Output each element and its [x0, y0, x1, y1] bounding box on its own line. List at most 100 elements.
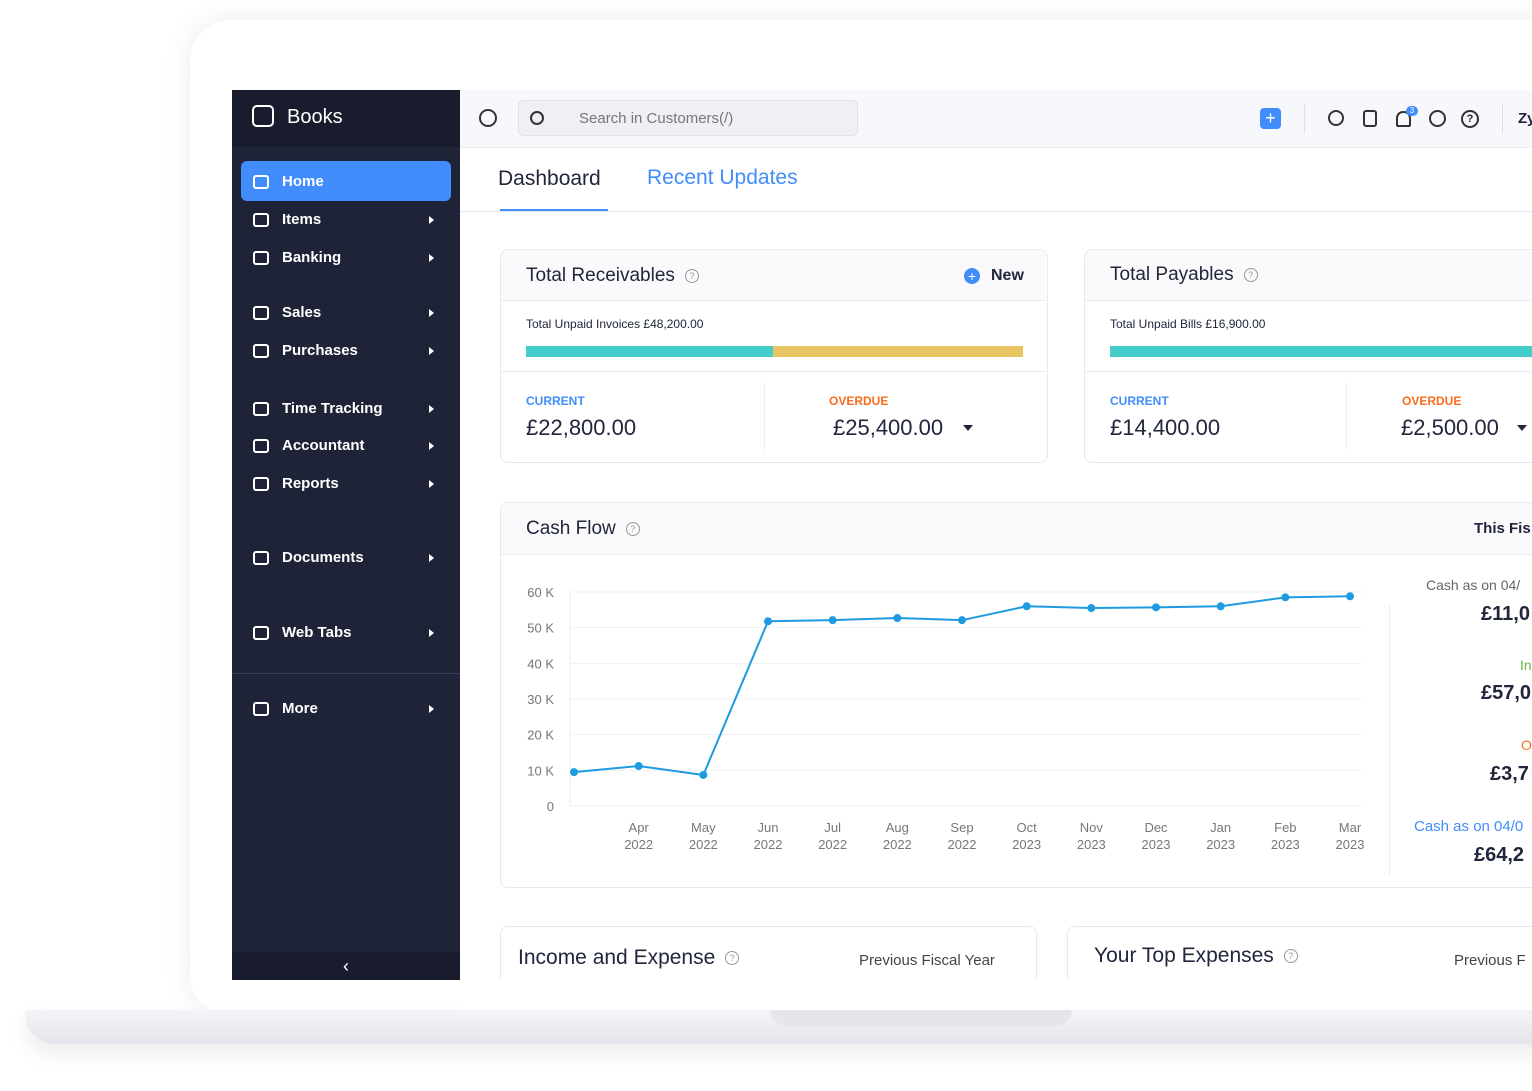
nav-active[interactable]: [241, 161, 451, 201]
current-label: CURRENT: [1110, 394, 1169, 408]
overdue-amount[interactable]: £25,400.00: [833, 415, 944, 440]
current-amount: £14,400.00: [1110, 415, 1221, 440]
help-icon[interactable]: ?: [625, 521, 640, 536]
title-text: Cash Flow: [526, 518, 616, 539]
nav-item[interactable]: Reports: [282, 475, 339, 492]
nav-icon: [253, 551, 269, 565]
period-selector[interactable]: This Fis: [1474, 520, 1531, 537]
title-text: Total Payables: [1110, 264, 1234, 285]
screen-bottom-mask: [460, 980, 1532, 1010]
new-icon[interactable]: +: [964, 268, 980, 284]
nav-caret[interactable]: [429, 254, 434, 262]
dropdown-caret[interactable]: [963, 425, 973, 431]
nav-icon: [253, 213, 269, 227]
incoming-amount: £57,0: [1481, 682, 1532, 704]
tab-active[interactable]: Dashboard: [498, 167, 601, 190]
opening-label: Cash as on 04/: [1426, 577, 1521, 593]
nav-icon: [253, 439, 269, 453]
outgoing-amount: £3,7: [1490, 763, 1529, 785]
nav-icon: [253, 402, 269, 416]
card-title: Total Payables?: [1110, 264, 1258, 286]
summary-divider: [1389, 605, 1390, 875]
help-icon[interactable]: ?: [725, 951, 740, 966]
icon-users[interactable]: [1328, 110, 1344, 126]
card-header-bg: [501, 250, 1046, 301]
icon-settings[interactable]: [1429, 110, 1446, 127]
incoming-label: In: [1520, 657, 1532, 673]
nav-icon: [253, 626, 269, 640]
search-box[interactable]: [518, 100, 858, 136]
search-icon: [530, 111, 544, 125]
divider: [501, 371, 1046, 372]
nav-caret[interactable]: [429, 309, 434, 317]
nav-icon: [253, 477, 269, 491]
tab[interactable]: Recent Updates: [647, 166, 798, 189]
topbar-divider: [1304, 104, 1305, 134]
summary: Total Unpaid Invoices £48,200.00: [526, 317, 704, 331]
closing-amount: £64,2: [1474, 844, 1525, 866]
nav-item[interactable]: Items: [282, 211, 322, 228]
notification-badge: 3: [1406, 106, 1418, 116]
history-icon[interactable]: [479, 109, 497, 127]
nav-item[interactable]: Banking: [282, 249, 342, 266]
current-label: CURRENT: [526, 394, 585, 408]
card-header-bg: [1085, 250, 1532, 301]
bar-current: [526, 346, 773, 357]
nav-item[interactable]: Home: [282, 173, 324, 190]
new-button[interactable]: New: [991, 267, 1024, 284]
nav-caret[interactable]: [429, 442, 434, 450]
nav-caret[interactable]: [429, 705, 434, 713]
bar-current: [1110, 346, 1532, 357]
nav-caret[interactable]: [429, 216, 434, 224]
card-title: Cash Flow?: [526, 518, 640, 540]
nav-item[interactable]: Time Tracking: [282, 400, 383, 417]
laptop-notch: [770, 1010, 1072, 1026]
icon-help[interactable]: ?: [1461, 110, 1479, 128]
overdue-amount[interactable]: £2,500.00: [1401, 415, 1499, 440]
card-title: Your Top Expenses?: [1094, 944, 1298, 968]
nav-icon: [253, 251, 269, 265]
dropdown-caret[interactable]: [1517, 425, 1527, 431]
summary: Total Unpaid Bills £16,900.00: [1110, 317, 1266, 331]
period-selector[interactable]: Previous Fiscal Year: [859, 952, 995, 969]
title-text: Total Receivables: [526, 265, 675, 286]
nav-item[interactable]: Accountant: [282, 437, 365, 454]
search-placeholder[interactable]: Search in Customers(/): [579, 110, 734, 127]
help-icon[interactable]: ?: [1283, 949, 1298, 964]
divider: [1085, 371, 1532, 372]
title-text: Income and Expense: [518, 946, 716, 969]
nav-caret[interactable]: [429, 554, 434, 562]
closing-label: Cash as on 04/0: [1414, 818, 1524, 835]
opening-amount: £11,0: [1481, 603, 1530, 625]
overdue-label: OVERDUE: [829, 394, 889, 408]
nav-caret[interactable]: [429, 347, 434, 355]
quick-create[interactable]: +: [1260, 108, 1281, 129]
card-header-bg: [501, 503, 1532, 555]
help-icon[interactable]: ?: [684, 268, 699, 283]
period-selector[interactable]: Previous F: [1454, 952, 1526, 969]
help-icon[interactable]: ?: [1243, 267, 1258, 282]
nav-item[interactable]: More: [282, 700, 318, 717]
card-title: Total Receivables?: [526, 265, 699, 287]
nav-item[interactable]: Documents: [282, 549, 364, 566]
icon-tasks[interactable]: [1363, 110, 1377, 127]
nav-item[interactable]: Web Tabs: [282, 624, 352, 641]
nav-caret[interactable]: [429, 629, 434, 637]
nav-icon: [253, 306, 269, 320]
nav-item[interactable]: Purchases: [282, 342, 358, 359]
cashflow-card: [500, 502, 1532, 888]
collapse-bar[interactable]: ‹: [232, 952, 460, 980]
nav-caret[interactable]: [429, 480, 434, 488]
user-name[interactable]: Zy: [1518, 110, 1532, 127]
nav-caret[interactable]: [429, 405, 434, 413]
topbar-divider: [1502, 104, 1503, 134]
card-title: Income and Expense?: [518, 946, 740, 970]
divider: [1346, 383, 1347, 450]
icon-bell[interactable]: [1396, 111, 1411, 127]
brand: Books: [287, 106, 343, 128]
nav-separator: [232, 673, 460, 674]
title-text: Your Top Expenses: [1094, 944, 1274, 967]
tabs-border: [460, 211, 1532, 212]
nav-item[interactable]: Sales: [282, 304, 322, 321]
